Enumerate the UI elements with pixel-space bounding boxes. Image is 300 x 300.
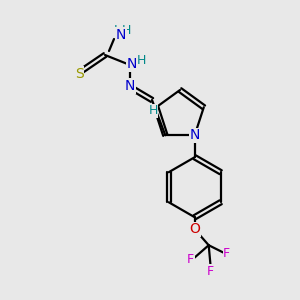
Text: N: N [127, 57, 137, 71]
Text: F: F [223, 247, 230, 260]
Text: S: S [75, 67, 83, 81]
Text: N: N [116, 28, 126, 42]
Text: H: H [136, 53, 146, 67]
Text: H: H [121, 23, 131, 37]
Text: F: F [187, 253, 194, 266]
Text: H: H [113, 23, 123, 37]
Text: N: N [190, 128, 200, 142]
Text: F: F [207, 265, 214, 278]
Text: H: H [148, 104, 158, 118]
Text: O: O [189, 222, 200, 236]
Text: N: N [125, 79, 135, 93]
